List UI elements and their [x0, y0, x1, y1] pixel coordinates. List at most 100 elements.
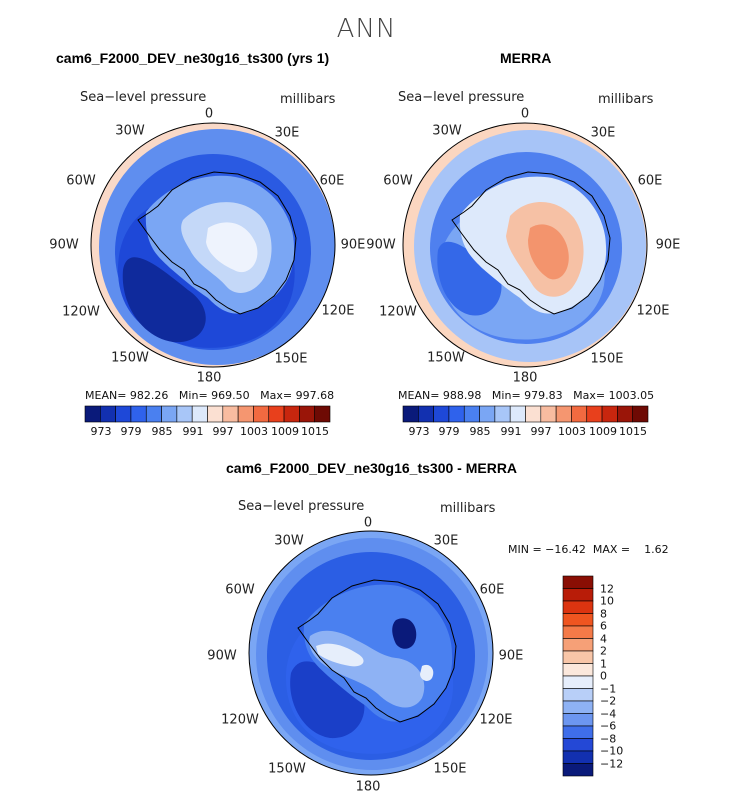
- cbar-tick: 0: [600, 669, 607, 683]
- map-plateau-2: [420, 664, 434, 681]
- lon-label-90e: 90E: [655, 237, 681, 253]
- map-deep-low: [122, 257, 206, 343]
- panel-2-title: MERRA: [500, 50, 552, 66]
- cbar-tick: −6: [600, 719, 617, 733]
- cbar-tick: 985: [151, 425, 173, 438]
- colorbar-swatch: [562, 588, 594, 602]
- colorbar-swatch: [299, 405, 315, 423]
- cbar-tick: 973: [408, 425, 430, 438]
- max-value: 1003.05: [608, 389, 655, 402]
- lon-label-150e: 150E: [274, 351, 308, 367]
- map-deep-low: [437, 241, 502, 316]
- min-label: Min=: [178, 389, 208, 402]
- colorbar-swatch: [562, 750, 594, 764]
- lon-label-60e: 60E: [479, 582, 505, 598]
- mean-value: 982.26: [129, 389, 169, 402]
- map-coastline: [297, 579, 457, 723]
- map-deep-core: [392, 618, 417, 649]
- cbar-tick: 1015: [619, 425, 647, 438]
- lon-label-30w: 30W: [115, 123, 145, 139]
- colorbar-swatch: [540, 405, 557, 423]
- min-value: 979.83: [524, 389, 563, 402]
- colorbar-swatch: [100, 405, 116, 423]
- cbar-tick: 973: [90, 425, 112, 438]
- map-coastline: [137, 171, 297, 315]
- cbar-tick: 8: [600, 607, 607, 621]
- lon-label-90w: 90W: [207, 648, 237, 664]
- cbar-tick: −8: [600, 732, 617, 746]
- cbar-tick: 1009: [271, 425, 299, 438]
- colorbar-swatch: [562, 725, 594, 739]
- colorbar-swatch: [494, 405, 511, 423]
- panel-1-colorbar: [84, 405, 331, 423]
- panel-1-stats: MEAN= 982.26 Min= 969.50 Max= 997.68: [85, 389, 334, 402]
- lon-label-0: 0: [520, 106, 530, 122]
- colorbar-swatch: [562, 575, 594, 589]
- lon-label-0: 0: [204, 106, 214, 122]
- colorbar-swatch: [130, 405, 147, 423]
- panel-3-colorbar-ticks: 12 10 8 6 4 2 1 0 −1 −2 −4 −6 −8 −10 −12: [600, 0, 640, 798]
- colorbar-swatch: [145, 405, 162, 423]
- panel-3-title: cam6_F2000_DEV_ne30g16_ts300 - MERRA: [226, 460, 518, 476]
- colorbar-swatch: [562, 700, 594, 714]
- max-value: 997.68: [295, 389, 335, 402]
- cbar-tick: 979: [438, 425, 460, 438]
- colorbar-swatch: [191, 405, 208, 423]
- cbar-tick: 1003: [558, 425, 586, 438]
- colorbar-swatch: [268, 405, 285, 423]
- colorbar-swatch: [632, 405, 649, 423]
- max-label: Max=: [573, 389, 606, 402]
- map-plateau: [528, 224, 569, 280]
- cbar-tick: −10: [600, 744, 624, 758]
- panel-1-variable: Sea−level pressure: [80, 90, 207, 105]
- colorbar-swatch: [253, 405, 270, 423]
- colorbar-swatch: [562, 675, 594, 689]
- colorbar-swatch: [314, 405, 331, 423]
- cbar-tick: 1015: [301, 425, 329, 438]
- colorbar-swatch: [562, 638, 594, 652]
- cbar-tick: 12: [600, 582, 614, 596]
- lon-label-60w: 60W: [383, 173, 413, 189]
- lon-label-180: 180: [355, 779, 381, 795]
- panel-3-variable: Sea−level pressure: [238, 499, 365, 514]
- cbar-tick: 1009: [589, 425, 617, 438]
- panel-3-minmax: MIN = −16.42 MAX = 1.62: [508, 543, 669, 556]
- mean-label: MEAN=: [398, 389, 440, 402]
- lon-label-120w: 120W: [62, 304, 100, 320]
- panel-1-map: [90, 122, 336, 368]
- panel-2-colorbar: [402, 405, 649, 423]
- min-value: 969.50: [211, 389, 250, 402]
- cbar-tick: 997: [212, 425, 234, 438]
- cbar-tick: 4: [600, 632, 607, 646]
- cbar-tick: 10: [600, 594, 614, 608]
- lon-label-120w: 120W: [379, 304, 417, 320]
- lon-label-90w: 90W: [49, 237, 79, 253]
- lon-label-120e: 120E: [479, 712, 513, 728]
- cbar-tick: 2: [600, 644, 607, 658]
- panel-1-units: millibars: [280, 92, 336, 107]
- map-border: [402, 122, 648, 368]
- lon-label-0: 0: [363, 515, 373, 531]
- colorbar-swatch: [283, 405, 300, 423]
- lon-label-90e: 90E: [340, 237, 366, 253]
- cbar-tick: −4: [600, 707, 617, 721]
- lon-label-30e: 30E: [274, 125, 300, 141]
- cbar-tick: 979: [120, 425, 142, 438]
- colorbar-swatch: [176, 405, 193, 423]
- cbar-tick: 985: [469, 425, 491, 438]
- panel-1-colorbar-ticks: 973 979 985 991 997 1003 1009 1015: [0, 425, 733, 439]
- lon-label-180: 180: [512, 370, 538, 386]
- colorbar-swatch: [562, 613, 594, 627]
- colorbar-swatch: [562, 738, 594, 752]
- colorbar-swatch: [402, 405, 419, 423]
- lon-label-150w: 150W: [268, 761, 306, 777]
- cbar-tick: 991: [500, 425, 522, 438]
- lon-label-150w: 150W: [427, 350, 465, 366]
- colorbar-swatch: [84, 405, 101, 423]
- lon-label-60e: 60E: [637, 173, 663, 189]
- lon-label-30w: 30W: [274, 533, 304, 549]
- colorbar-swatch: [562, 663, 594, 677]
- cbar-tick: −1: [600, 682, 617, 696]
- lon-label-90e: 90E: [498, 648, 524, 664]
- lon-label-90w: 90W: [366, 237, 396, 253]
